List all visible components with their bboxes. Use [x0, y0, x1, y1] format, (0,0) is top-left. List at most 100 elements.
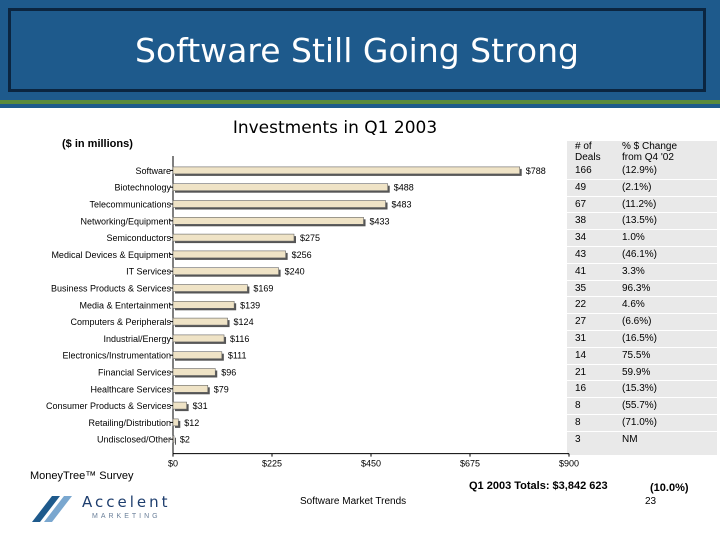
category-label: Business Products & Services [51, 284, 172, 294]
table-row-divider [567, 178, 717, 180]
category-label: Industrial/Energy [103, 334, 171, 344]
category-label: Electronics/Instrumentation [62, 351, 171, 361]
logo-mark-icon [32, 496, 72, 522]
page-number: 23 [645, 496, 657, 507]
change-cell: (12.9%) [622, 165, 658, 176]
deals-cell: 21 [575, 366, 587, 378]
change-cell: 96.3% [622, 282, 651, 294]
deals-cell: 8 [575, 400, 581, 412]
table-row-divider [567, 279, 717, 281]
bar-1 [172, 166, 521, 175]
deals-cell: 27 [575, 316, 587, 328]
bar-9 [172, 300, 235, 309]
change-cell: (11.2%) [622, 198, 657, 210]
table-row-divider [567, 430, 717, 432]
title-box: Software Still Going Strong [8, 8, 706, 92]
change-cell: 3.3% [622, 265, 645, 277]
header-deals: # of Deals [575, 141, 601, 163]
deals-cell: 3 [575, 433, 581, 445]
survey-label: MoneyTree™ Survey [30, 470, 134, 482]
deals-cell: 38 [575, 215, 587, 227]
change-cell: (16.5%) [622, 333, 658, 344]
value-label: $96 [221, 368, 236, 378]
value-label: $2 [180, 435, 190, 445]
bar-3 [172, 200, 386, 208]
deals-cell: 14 [575, 349, 587, 361]
change-cell: NM [622, 433, 638, 445]
value-label: $12 [184, 418, 199, 428]
table-row-divider [567, 313, 717, 315]
deals-cell: 22 [575, 299, 587, 311]
table-row-divider [567, 195, 717, 197]
logo-text: Accelent [82, 493, 171, 511]
table-row-divider [567, 212, 717, 214]
category-label: Consumer Products & Services [46, 401, 172, 411]
table-row-divider [567, 246, 717, 247]
value-label: $788 [526, 166, 546, 176]
deals-cell: 35 [575, 282, 587, 294]
value-label: $240 [285, 267, 305, 277]
company-logo: Accelent MARKETING [30, 492, 170, 524]
deals-cell: 34 [575, 232, 587, 244]
table-row-divider [567, 414, 717, 415]
value-label: $488 [394, 183, 414, 193]
x-tick-label: $0 [168, 459, 178, 469]
deals-cell: 16 [575, 383, 587, 395]
bar-12 [172, 351, 223, 360]
bar-15 [172, 401, 187, 410]
category-label: IT Services [126, 267, 171, 277]
category-label: Networking/Equipment [80, 216, 171, 226]
value-label: $31 [193, 401, 208, 411]
category-label: Software [135, 166, 171, 176]
totals-label: Q1 2003 Totals: $3,842 623 [469, 480, 608, 492]
table-row-divider [567, 363, 717, 365]
bar-shadow [175, 437, 176, 445]
bar-2 [172, 183, 389, 191]
bar-11 [172, 334, 225, 343]
change-cell: 75.5% [622, 349, 651, 361]
value-label: $139 [240, 300, 260, 310]
header-change: % $ Change from Q4 '02 [622, 141, 678, 163]
change-cell: (6.6%) [622, 316, 652, 328]
change-cell: (13.5%) [622, 215, 658, 227]
change-cell: 1.0% [622, 232, 645, 244]
x-tick-label: $675 [460, 459, 480, 469]
change-cell: 59.9% [622, 366, 651, 378]
table-row-divider [567, 380, 717, 382]
footer-text: Software Market Trends [300, 496, 407, 507]
bar-17 [172, 435, 175, 444]
deals-cell: 41 [575, 265, 587, 277]
category-label: Semiconductors [106, 233, 171, 243]
bar-13 [172, 368, 216, 376]
deals-cell: 43 [575, 249, 587, 260]
value-label: $116 [230, 334, 249, 344]
change-cell: (15.3%) [622, 383, 658, 395]
category-label: Undisclosed/Other [97, 435, 171, 445]
units-label: ($ in millions) [62, 138, 133, 150]
category-label: Retailing/Distribution [88, 418, 171, 428]
bar-4 [172, 217, 364, 225]
value-label: $111 [228, 351, 247, 361]
deals-cell: 67 [575, 198, 587, 210]
logo-subtext: MARKETING [92, 513, 161, 520]
table-row-divider [567, 296, 717, 298]
table-row-divider [567, 229, 717, 231]
value-label: $433 [370, 216, 390, 226]
x-tick-label: $225 [262, 459, 282, 469]
chart-title: Investments in Q1 2003 [232, 118, 438, 138]
x-tick-label: $450 [361, 459, 381, 469]
bar-6 [172, 250, 286, 259]
bar-16 [172, 418, 179, 427]
category-label: Financial Services [98, 368, 172, 378]
change-cell: (2.1%) [622, 181, 652, 193]
change-cell: (46.1%) [622, 249, 658, 260]
category-label: Computers & Peripherals [70, 317, 171, 327]
deals-cell: 8 [575, 417, 581, 428]
value-label: $124 [234, 317, 254, 327]
value-label: $275 [300, 233, 320, 243]
category-label: Media & Entertainment [79, 300, 171, 310]
deals-cell: 49 [575, 181, 587, 193]
category-label: Medical Devices & Equipment [51, 250, 171, 260]
change-cell: (55.7%) [622, 400, 658, 412]
